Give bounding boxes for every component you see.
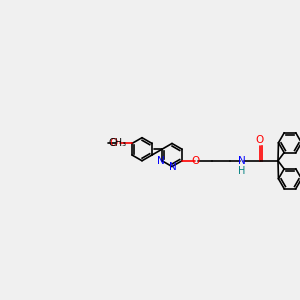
Text: O: O bbox=[256, 135, 264, 145]
Text: O: O bbox=[110, 139, 118, 148]
Text: H: H bbox=[238, 166, 246, 176]
Text: N: N bbox=[157, 156, 165, 166]
Text: N: N bbox=[238, 156, 246, 166]
Text: O: O bbox=[192, 156, 200, 166]
Text: N: N bbox=[169, 161, 177, 172]
Text: CH₃: CH₃ bbox=[108, 139, 126, 148]
